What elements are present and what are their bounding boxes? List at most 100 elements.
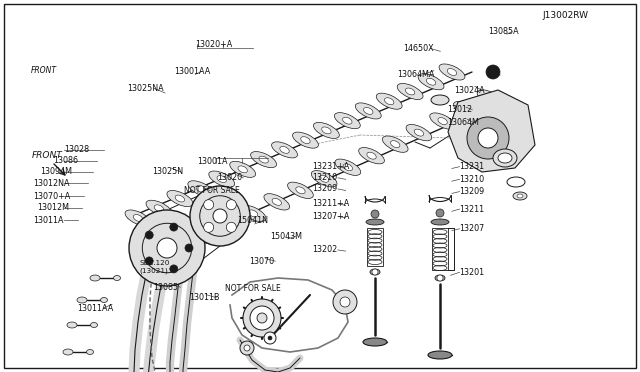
Text: 13028: 13028 (64, 145, 89, 154)
Ellipse shape (292, 132, 319, 148)
Ellipse shape (439, 64, 465, 80)
Ellipse shape (67, 322, 77, 328)
Circle shape (371, 210, 379, 218)
Polygon shape (448, 90, 535, 172)
Ellipse shape (169, 240, 195, 256)
Text: 13231: 13231 (460, 162, 484, 171)
Ellipse shape (230, 161, 255, 177)
Text: 13209: 13209 (460, 187, 484, 196)
Text: 13001A: 13001A (197, 157, 228, 166)
Ellipse shape (175, 195, 184, 202)
Ellipse shape (188, 181, 214, 197)
Text: 13202: 13202 (312, 246, 337, 254)
Text: 13210: 13210 (460, 175, 484, 184)
Ellipse shape (498, 153, 512, 163)
Ellipse shape (513, 192, 527, 200)
Text: 15041N: 15041N (237, 216, 268, 225)
Ellipse shape (429, 113, 456, 129)
Ellipse shape (478, 128, 498, 148)
Text: 13210: 13210 (312, 173, 337, 182)
Ellipse shape (200, 196, 240, 236)
Ellipse shape (358, 148, 385, 164)
Ellipse shape (485, 94, 495, 102)
Text: 13001AA: 13001AA (174, 67, 211, 76)
Bar (367, 228, 383, 266)
Text: 13070: 13070 (250, 257, 275, 266)
Circle shape (204, 222, 214, 232)
Ellipse shape (405, 88, 415, 95)
Ellipse shape (418, 74, 444, 90)
Ellipse shape (209, 171, 235, 187)
Circle shape (204, 200, 214, 210)
Circle shape (264, 332, 276, 344)
Ellipse shape (257, 313, 267, 323)
Bar (432, 228, 448, 270)
Ellipse shape (271, 142, 298, 158)
Ellipse shape (467, 117, 509, 159)
Text: 13201: 13201 (460, 268, 484, 277)
Text: 13086: 13086 (53, 156, 78, 165)
Text: 13020+A: 13020+A (195, 40, 232, 49)
Ellipse shape (248, 210, 258, 217)
Text: FRONT: FRONT (31, 66, 57, 75)
Text: 13231+A: 13231+A (312, 162, 349, 171)
Circle shape (244, 345, 250, 351)
Ellipse shape (77, 297, 87, 303)
Text: 15043M: 15043M (270, 232, 302, 241)
Ellipse shape (90, 323, 97, 327)
Text: 13064M: 13064M (447, 118, 479, 126)
Ellipse shape (342, 117, 352, 124)
Ellipse shape (63, 349, 73, 355)
Ellipse shape (319, 175, 329, 182)
Text: 13211+A: 13211+A (312, 199, 349, 208)
Ellipse shape (238, 166, 248, 173)
Ellipse shape (370, 269, 380, 275)
Ellipse shape (142, 223, 192, 273)
Text: 13085: 13085 (154, 283, 179, 292)
Text: 14650X: 14650X (403, 44, 434, 53)
Ellipse shape (507, 177, 525, 187)
Circle shape (185, 244, 193, 252)
Ellipse shape (355, 103, 381, 119)
Ellipse shape (259, 156, 268, 163)
Text: 13011A: 13011A (33, 216, 64, 225)
Text: 13025NA: 13025NA (127, 84, 163, 93)
Ellipse shape (364, 108, 373, 114)
Circle shape (145, 231, 153, 239)
Ellipse shape (438, 118, 447, 125)
Ellipse shape (343, 164, 353, 171)
Ellipse shape (240, 205, 266, 222)
Ellipse shape (431, 219, 449, 225)
Circle shape (437, 275, 443, 281)
Ellipse shape (177, 244, 187, 251)
Text: 13024A: 13024A (454, 86, 485, 94)
Ellipse shape (367, 152, 376, 159)
Ellipse shape (376, 93, 402, 109)
Ellipse shape (314, 122, 339, 138)
Circle shape (333, 290, 357, 314)
Text: 13025N: 13025N (152, 167, 184, 176)
Text: 13011B: 13011B (189, 293, 220, 302)
Ellipse shape (217, 176, 227, 183)
Circle shape (170, 223, 178, 231)
Ellipse shape (428, 351, 452, 359)
Ellipse shape (414, 129, 424, 136)
Ellipse shape (272, 198, 282, 205)
Ellipse shape (382, 136, 408, 152)
Ellipse shape (90, 275, 100, 281)
Ellipse shape (334, 113, 360, 129)
Ellipse shape (426, 78, 436, 85)
Ellipse shape (125, 210, 151, 226)
Ellipse shape (385, 98, 394, 105)
Ellipse shape (454, 102, 479, 118)
Text: 13207+A: 13207+A (312, 212, 349, 221)
Ellipse shape (133, 215, 143, 221)
Ellipse shape (146, 200, 172, 216)
Text: 13094M: 13094M (40, 167, 72, 176)
Ellipse shape (287, 182, 314, 199)
Ellipse shape (296, 187, 305, 194)
Ellipse shape (113, 276, 120, 280)
Ellipse shape (397, 83, 423, 99)
Ellipse shape (100, 298, 108, 302)
Ellipse shape (201, 233, 211, 240)
